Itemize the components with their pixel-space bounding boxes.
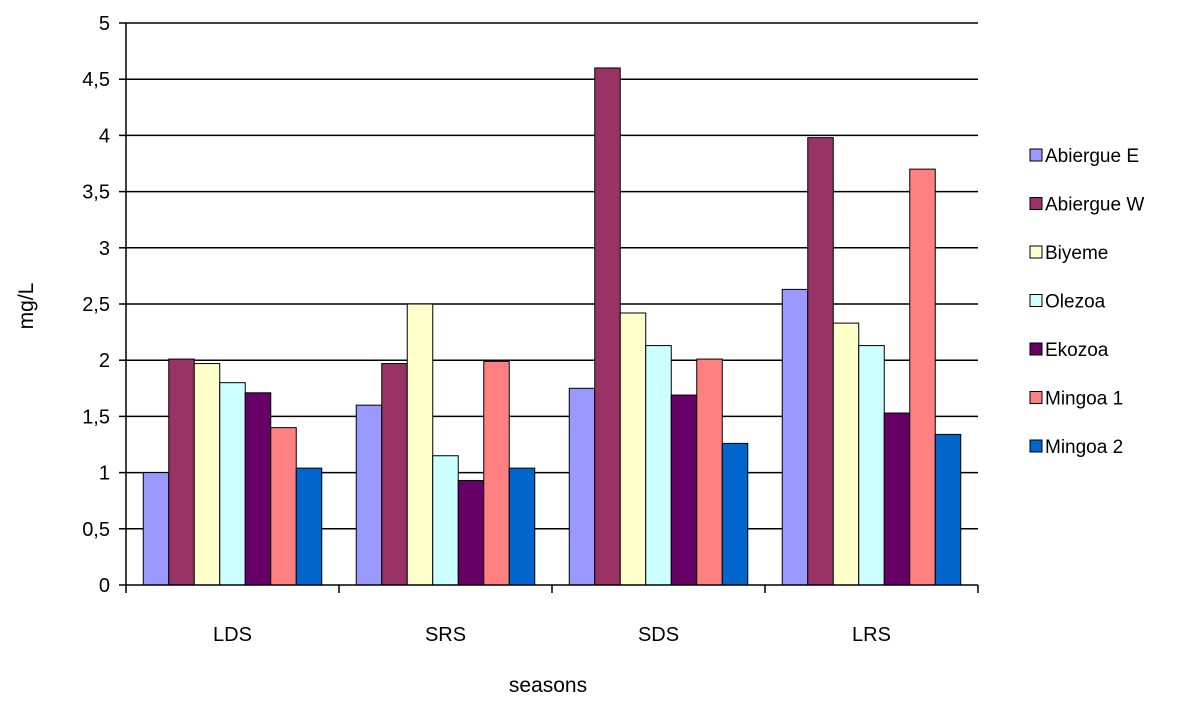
legend-swatch <box>1029 245 1043 259</box>
bar-mingoa-1-lds <box>270 427 297 586</box>
axes: 0 0,5 1 1,5 2 2,5 3 3,5 4 4,5 5 LDS SRS SDS LRS <box>82 13 979 646</box>
bar-abiergue-w-lrs <box>807 137 834 586</box>
bar-olezoa-lrs <box>858 345 885 586</box>
bar-abiergue-w-srs <box>381 363 408 586</box>
legend-label: Mingoa 2 <box>1045 437 1123 458</box>
bar-biyeme-lds <box>193 363 221 586</box>
legend-item: Ekozoa <box>1029 340 1109 361</box>
bar-ekozoa-lrs <box>883 412 911 586</box>
legend-label: Abiergue E <box>1045 146 1139 167</box>
legend-swatch <box>1029 439 1043 453</box>
y-tick-label: 2,5 <box>82 294 110 316</box>
y-tick-label: 4 <box>99 125 110 147</box>
x-tick-label: SRS <box>425 624 466 646</box>
bar-olezoa-srs <box>432 455 459 586</box>
legend-swatch <box>1029 391 1043 404</box>
bar-mingoa-1-sds <box>696 358 723 586</box>
x-tick-label: LRS <box>852 624 891 646</box>
legend-swatch <box>1029 294 1043 307</box>
legend-label: Ekozoa <box>1045 340 1109 361</box>
y-tick-label: 3,5 <box>82 182 110 204</box>
bar-ekozoa-srs <box>457 479 485 586</box>
y-tick-label: 0,5 <box>82 519 110 541</box>
x-tick-label: SDS <box>638 624 679 646</box>
legend-item: Mingoa 2 <box>1029 437 1123 458</box>
legend-swatch <box>1029 197 1043 210</box>
bar-abiergue-e-lrs <box>781 288 809 586</box>
bar-abiergue-e-lds <box>142 472 170 586</box>
x-tick-label: LDS <box>213 624 252 646</box>
bar-mingoa-1-lrs <box>909 168 936 586</box>
legend: Abiergue E Abiergue W Biyeme Olezoa Ekozoa Mi… <box>1029 146 1144 458</box>
y-tick-label: 3 <box>99 238 110 260</box>
legend-item: Abiergue W <box>1029 195 1144 216</box>
bar-abiergue-e-sds <box>568 387 596 586</box>
y-tick-label: 4,5 <box>82 69 110 91</box>
legend-item: Olezoa <box>1029 292 1106 313</box>
bar-biyeme-srs <box>406 303 434 586</box>
legend-label: Biyeme <box>1045 243 1108 264</box>
legend-swatch <box>1029 342 1043 356</box>
x-axis-title: seasons <box>509 674 587 696</box>
bar-mingoa-2-srs <box>508 467 536 586</box>
bar-mingoa-1-srs <box>483 360 510 586</box>
legend-label: Olezoa <box>1045 292 1106 313</box>
bar-abiergue-w-sds <box>594 67 621 586</box>
bar-mingoa-2-lds <box>295 467 323 586</box>
bar-biyeme-lrs <box>832 322 860 586</box>
y-tick-label: 0 <box>99 575 110 597</box>
legend-item: Mingoa 1 <box>1029 389 1123 410</box>
legend-label: Mingoa 1 <box>1045 389 1123 410</box>
y-tick-label: 2 <box>99 350 110 372</box>
bar-abiergue-e-srs <box>355 404 383 586</box>
legend-label: Abiergue W <box>1045 195 1144 216</box>
y-tick-label: 1,5 <box>82 406 110 428</box>
y-tick-label: 5 <box>99 13 110 35</box>
legend-item: Biyeme <box>1029 243 1108 264</box>
bar-olezoa-sds <box>645 345 672 586</box>
bar-abiergue-w-lds <box>168 358 195 586</box>
bar-mingoa-2-lrs <box>934 433 962 586</box>
bar-biyeme-sds <box>619 312 647 586</box>
bar-olezoa-lds <box>219 382 246 586</box>
bar-ekozoa-sds <box>670 394 698 586</box>
legend-swatch <box>1029 148 1043 162</box>
legend-item: Abiergue E <box>1029 146 1139 167</box>
bars <box>142 67 962 586</box>
y-axis-title: mg/L <box>15 283 38 330</box>
y-tick-label: 1 <box>99 463 110 485</box>
bar-mingoa-2-sds <box>721 442 749 586</box>
bar-ekozoa-lds <box>244 392 272 586</box>
